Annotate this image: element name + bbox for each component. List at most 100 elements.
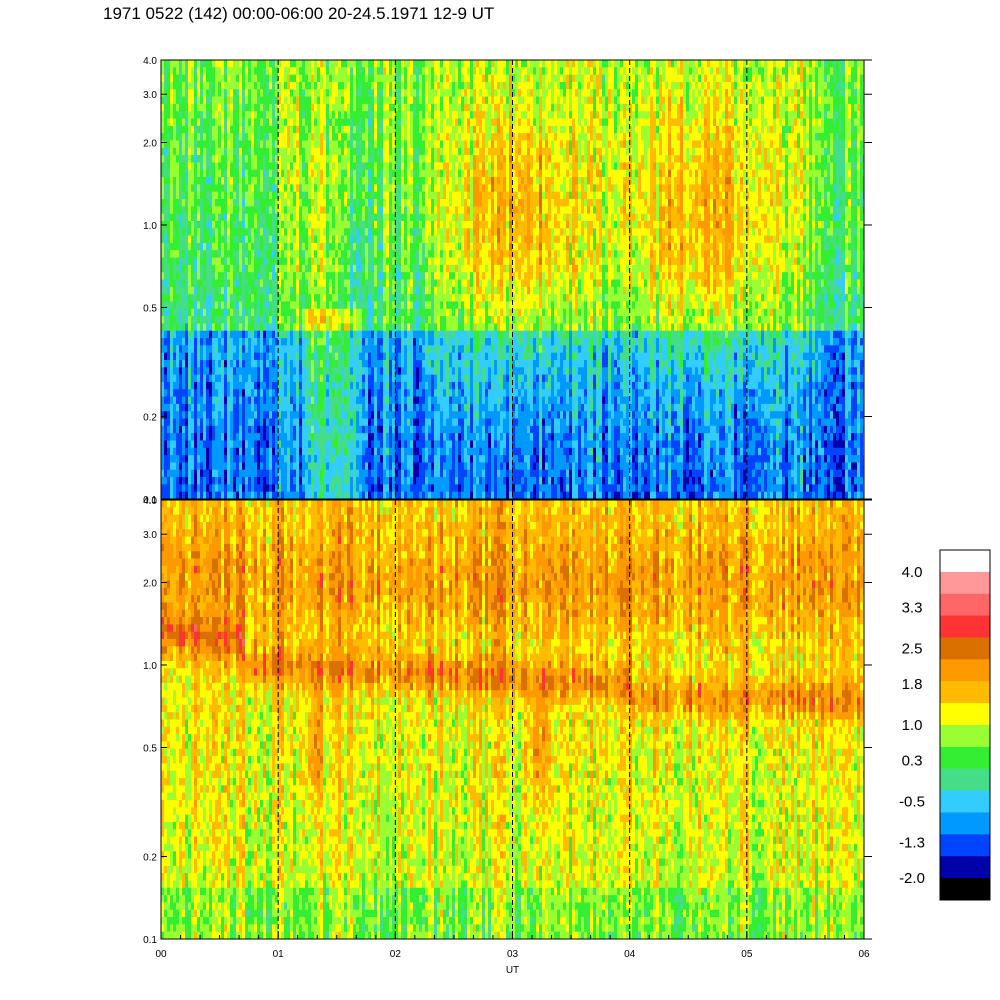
- heatmap-cell: [365, 286, 368, 295]
- heatmap-cell: [383, 286, 386, 295]
- heatmap-cell: [212, 425, 215, 434]
- heatmap-cell: [224, 74, 227, 83]
- heatmap-cell: [221, 359, 224, 368]
- heatmap-cell: [233, 411, 236, 420]
- heatmap-cell: [245, 206, 248, 215]
- heatmap-cell: [260, 67, 263, 76]
- heatmap-cell: [266, 403, 269, 412]
- heatmap-cell: [233, 213, 236, 222]
- heatmap-cell: [359, 250, 362, 259]
- heatmap-cell: [167, 155, 170, 164]
- heatmap-cell: [239, 411, 242, 420]
- heatmap-cell: [371, 250, 374, 259]
- heatmap-cell: [317, 184, 320, 193]
- heatmap-cell: [197, 67, 200, 76]
- heatmap-cell: [239, 301, 242, 310]
- heatmap-cell: [347, 242, 350, 251]
- heatmap-cell: [239, 418, 242, 427]
- heatmap-cell: [260, 60, 263, 68]
- heatmap-cell: [305, 89, 308, 98]
- heatmap-cell: [170, 103, 173, 112]
- heatmap-cell: [194, 381, 197, 390]
- heatmap-cell: [197, 257, 200, 266]
- heatmap-cell: [185, 279, 188, 288]
- heatmap-cell: [206, 125, 209, 134]
- heatmap-cell: [404, 294, 407, 303]
- heatmap-cell: [191, 147, 194, 156]
- heatmap-cell: [281, 389, 284, 398]
- heatmap-cell: [308, 323, 311, 332]
- heatmap-cell: [320, 308, 323, 317]
- heatmap-cell: [296, 213, 299, 222]
- heatmap-cell: [176, 60, 179, 68]
- heatmap-cell: [299, 447, 302, 456]
- heatmap-cell: [185, 67, 188, 76]
- heatmap-cell: [377, 96, 380, 105]
- heatmap-cell: [224, 323, 227, 332]
- heatmap-cell: [341, 352, 344, 361]
- heatmap-cell: [302, 294, 305, 303]
- heatmap-cell: [311, 381, 314, 390]
- heatmap-cell: [281, 323, 284, 332]
- heatmap-cell: [257, 433, 260, 442]
- heatmap-cell: [311, 418, 314, 427]
- heatmap-cell: [260, 477, 263, 485]
- heatmap-cell: [290, 250, 293, 259]
- heatmap-cell: [230, 162, 233, 171]
- heatmap-cell: [167, 191, 170, 200]
- heatmap-cell: [170, 367, 173, 376]
- heatmap-cell: [203, 323, 206, 332]
- heatmap-cell: [407, 491, 410, 499]
- heatmap-cell: [404, 118, 407, 127]
- heatmap-cell: [311, 367, 314, 376]
- heatmap-cell: [287, 74, 290, 83]
- heatmap-cell: [275, 228, 278, 237]
- heatmap-cell: [275, 67, 278, 76]
- heatmap-cell: [245, 96, 248, 105]
- heatmap-cell: [314, 242, 317, 251]
- heatmap-cell: [326, 396, 329, 405]
- heatmap-cell: [245, 228, 248, 237]
- heatmap-cell: [260, 359, 263, 368]
- heatmap-cell: [317, 147, 320, 156]
- heatmap-cell: [395, 220, 398, 229]
- heatmap-cell: [365, 155, 368, 164]
- heatmap-cell: [161, 81, 164, 90]
- heatmap-cell: [170, 213, 173, 222]
- heatmap-cell: [182, 74, 185, 83]
- heatmap-cell: [290, 301, 293, 310]
- heatmap-cell: [329, 411, 332, 420]
- heatmap-cell: [218, 118, 221, 127]
- heatmap-cell: [224, 169, 227, 178]
- heatmap-cell: [233, 484, 236, 493]
- heatmap-cell: [323, 177, 326, 185]
- heatmap-cell: [281, 374, 284, 383]
- heatmap-cell: [389, 352, 392, 361]
- heatmap-cell: [383, 374, 386, 383]
- heatmap-cell: [221, 147, 224, 156]
- heatmap-cell: [353, 367, 356, 376]
- heatmap-cell: [284, 455, 287, 464]
- heatmap-cell: [221, 264, 224, 273]
- heatmap-cell: [362, 228, 365, 237]
- heatmap-cell: [206, 235, 209, 244]
- heatmap-cell: [218, 396, 221, 405]
- heatmap-cell: [263, 177, 266, 185]
- heatmap-cell: [380, 279, 383, 288]
- heatmap-cell: [302, 323, 305, 332]
- heatmap-cell: [182, 411, 185, 420]
- heatmap-cell: [272, 184, 275, 193]
- heatmap-cell: [170, 491, 173, 499]
- heatmap-cell: [341, 403, 344, 412]
- heatmap-cell: [338, 425, 341, 434]
- heatmap-cell: [404, 74, 407, 83]
- heatmap-cell: [398, 345, 401, 354]
- heatmap-cell: [317, 264, 320, 273]
- heatmap-cell: [209, 60, 212, 68]
- heatmap-cell: [305, 177, 308, 185]
- heatmap-cell: [203, 469, 206, 478]
- heatmap-cell: [317, 301, 320, 310]
- heatmap-cell: [227, 389, 230, 398]
- heatmap-cell: [227, 374, 230, 383]
- heatmap-cell: [218, 81, 221, 90]
